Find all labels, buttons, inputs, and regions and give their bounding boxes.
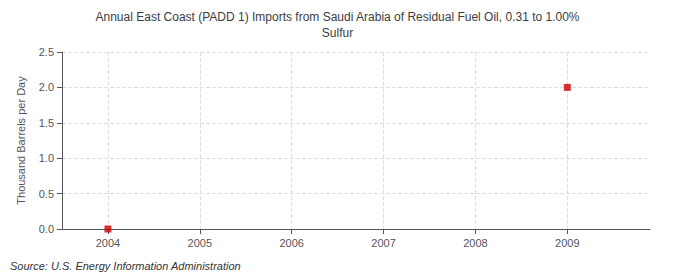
svg-text:2009: 2009	[555, 237, 579, 249]
svg-text:Sulfur: Sulfur	[322, 26, 353, 40]
svg-text:2006: 2006	[279, 237, 303, 249]
svg-text:2007: 2007	[371, 237, 395, 249]
svg-text:1.0: 1.0	[39, 152, 54, 164]
svg-text:2.0: 2.0	[39, 81, 54, 93]
svg-text:2.5: 2.5	[39, 46, 54, 58]
svg-text:2008: 2008	[463, 237, 487, 249]
svg-text:0.0: 0.0	[39, 223, 54, 235]
svg-text:2005: 2005	[188, 237, 212, 249]
svg-text:Annual East Coast (PADD 1) Imp: Annual East Coast (PADD 1) Imports from …	[95, 10, 579, 24]
svg-text:Thousand Barrels per Day: Thousand Barrels per Day	[15, 76, 27, 205]
svg-text:2004: 2004	[96, 237, 120, 249]
svg-text:Source: U.S. Energy Informatio: Source: U.S. Energy Information Administ…	[10, 260, 241, 272]
svg-text:1.5: 1.5	[39, 117, 54, 129]
svg-text:0.5: 0.5	[39, 188, 54, 200]
